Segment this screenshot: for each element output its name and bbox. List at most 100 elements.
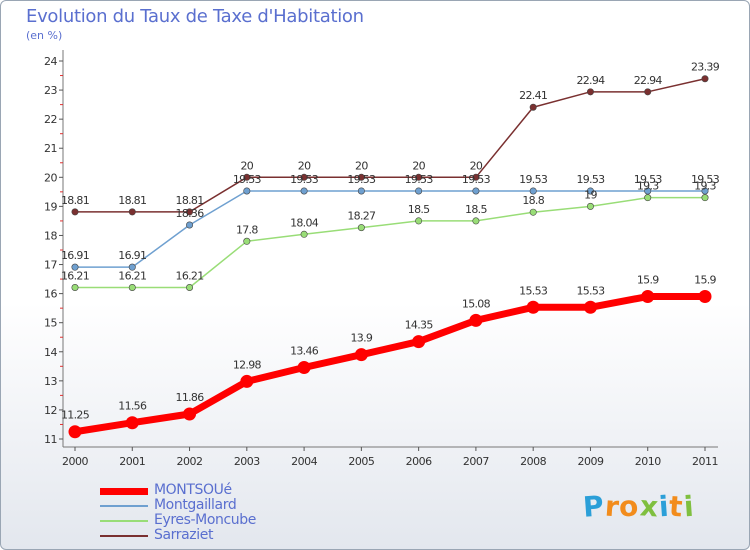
y-tick-label: 18 (44, 229, 57, 242)
data-point (300, 187, 308, 195)
data-point (472, 187, 480, 195)
data-point (300, 173, 308, 181)
data-point (701, 75, 709, 83)
y-tick-label: 24 (44, 55, 57, 68)
data-point (472, 173, 480, 181)
data-label: 20 (412, 159, 425, 172)
x-tick-label: 2000 (62, 455, 88, 468)
data-label: 18.81 (61, 194, 89, 207)
series-line (74, 196, 706, 289)
x-tick-label: 2005 (348, 455, 374, 468)
data-point (415, 187, 423, 195)
data-point (297, 360, 311, 374)
data-label: 22.94 (576, 74, 605, 87)
data-point (357, 187, 365, 195)
data-point (698, 290, 712, 304)
data-label: 18.5 (465, 203, 487, 216)
data-label: 16.21 (176, 270, 204, 283)
legend-label: Eyres-Moncube (154, 512, 256, 528)
data-point (644, 88, 652, 96)
data-label: 19.3 (694, 180, 716, 193)
x-tick-label: 2011 (692, 455, 718, 468)
data-point (68, 425, 82, 439)
data-label: 15.9 (694, 274, 716, 287)
data-point (183, 407, 197, 421)
data-point (357, 224, 365, 232)
data-label: 19.53 (405, 173, 434, 186)
logo-letter: o (618, 489, 641, 524)
data-point (415, 173, 423, 181)
legend-label: MONTSOUé (154, 482, 232, 498)
data-label: 20 (298, 159, 311, 172)
data-label: 18.81 (176, 194, 204, 207)
data-label: 15.53 (576, 284, 605, 297)
data-label: 18.5 (408, 203, 430, 216)
data-label: 22.41 (519, 89, 547, 102)
proxiti-logo: Proxiti (582, 489, 696, 524)
data-label: 23.39 (691, 61, 720, 74)
legend-label: Sarraziet (154, 527, 214, 543)
data-label: 18.04 (290, 216, 319, 229)
legend-swatch (100, 520, 148, 522)
x-tick-label: 2009 (577, 455, 603, 468)
data-label: 11.56 (118, 400, 147, 413)
chart-title: Evolution du Taux de Taxe d'Habitation (26, 6, 364, 27)
y-tick-label: 19 (44, 200, 57, 213)
data-label: 19.53 (634, 173, 663, 186)
data-label: 15.08 (462, 297, 491, 310)
legend-swatch (100, 487, 148, 495)
x-tick-label: 2008 (520, 455, 546, 468)
data-point (243, 173, 251, 181)
data-point (128, 263, 136, 271)
data-point (526, 300, 540, 314)
data-point (583, 300, 597, 314)
data-label: 19.53 (576, 173, 605, 186)
legend-label: Montgaillard (154, 497, 237, 513)
data-label: 11.86 (176, 391, 205, 404)
x-tick-label: 2006 (406, 455, 432, 468)
data-point (701, 187, 709, 195)
data-point (240, 374, 254, 388)
data-label: 13.9 (351, 332, 373, 345)
y-tick-label: 17 (44, 259, 57, 272)
data-point (415, 217, 423, 225)
data-point (644, 194, 652, 202)
data-label: 19 (584, 188, 597, 201)
legend-swatch (100, 505, 148, 507)
data-label: 18.81 (118, 194, 146, 207)
y-tick-label: 15 (44, 317, 57, 330)
data-point (529, 187, 537, 195)
data-point (243, 237, 251, 245)
series-line (71, 293, 709, 436)
data-label: 19.53 (233, 173, 262, 186)
data-point (701, 194, 709, 202)
data-label: 14.35 (405, 319, 434, 332)
data-label: 20 (355, 159, 368, 172)
y-tick-label: 22 (44, 113, 57, 126)
line-chart: 11 12 13 14 15 16 17 18 19 20 21 22 23 24 2000 2001 2002… (44, 50, 720, 468)
y-tick-label: 21 (44, 142, 57, 155)
data-point (469, 313, 483, 327)
data-label: 19.53 (691, 173, 720, 186)
data-label: 20 (470, 159, 483, 172)
data-point (644, 187, 652, 195)
x-tick-label: 2004 (291, 455, 317, 468)
data-point (128, 284, 136, 292)
y-tick-label: 11 (44, 433, 57, 446)
data-point (529, 208, 537, 216)
data-label: 19.53 (519, 173, 548, 186)
data-label: 15.9 (637, 274, 659, 287)
x-tick-label: 2002 (177, 455, 203, 468)
y-tick-label: 14 (44, 346, 57, 359)
data-point (586, 187, 594, 195)
legend-swatch (100, 535, 148, 537)
y-tick-label: 16 (44, 288, 57, 301)
data-label: 16.91 (118, 249, 146, 262)
data-point (586, 88, 594, 96)
logo-letter: i (682, 489, 696, 524)
x-tick-label: 2003 (234, 455, 260, 468)
y-tick-label: 13 (44, 375, 57, 388)
data-label: 20 (241, 159, 254, 172)
data-point (472, 217, 480, 225)
data-point (300, 230, 308, 238)
